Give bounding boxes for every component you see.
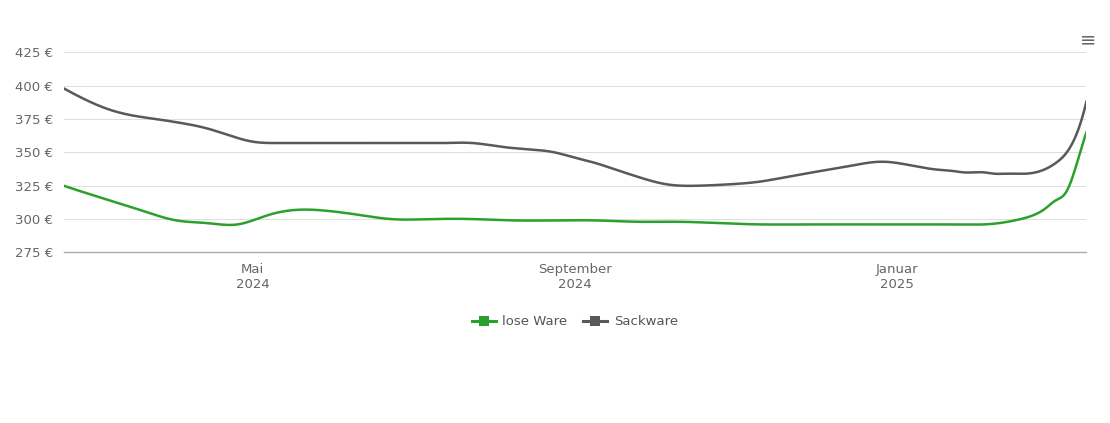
Text: ≡: ≡ (1080, 30, 1097, 49)
Legend: lose Ware, Sackware: lose Ware, Sackware (467, 310, 683, 334)
